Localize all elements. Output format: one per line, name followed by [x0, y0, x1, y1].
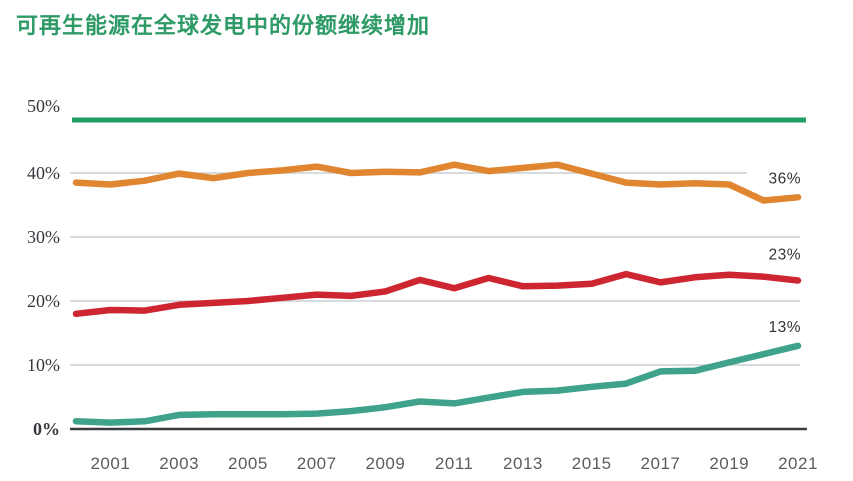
- line-red: [72, 270, 802, 318]
- x-axis-label-2019: 2019: [709, 454, 749, 473]
- x-axis-label-2017: 2017: [641, 454, 681, 473]
- x-axis-label-2013: 2013: [503, 454, 543, 473]
- line-teal: [72, 342, 802, 426]
- y-axis-label-40pct: 40%: [27, 163, 60, 183]
- x-axis-label-2005: 2005: [228, 454, 268, 473]
- chart-title: 可再生能源在全球发电中的份额继续增加: [16, 13, 431, 38]
- line-orange: [72, 161, 802, 204]
- x-axis-label-2001: 2001: [90, 454, 130, 473]
- x-axis-label-2009: 2009: [366, 454, 406, 473]
- y-axis-label-30pct: 30%: [27, 227, 60, 247]
- end-label-orange: 36%: [768, 170, 801, 187]
- end-label-teal: 13%: [768, 319, 801, 336]
- x-axis-label-2007: 2007: [297, 454, 337, 473]
- x-axis-label-2021: 2021: [778, 454, 818, 473]
- y-axis-label-10pct: 10%: [27, 355, 60, 375]
- x-axis-label-2015: 2015: [572, 454, 612, 473]
- y-axis-label-50pct: 50%: [27, 96, 60, 116]
- y-axis-label-20pct: 20%: [27, 291, 60, 311]
- x-axis-label-2003: 2003: [159, 454, 199, 473]
- end-label-red: 23%: [768, 247, 801, 264]
- x-axis-label-2011: 2011: [435, 454, 474, 473]
- y-axis-label-0pct: 0%: [33, 419, 60, 439]
